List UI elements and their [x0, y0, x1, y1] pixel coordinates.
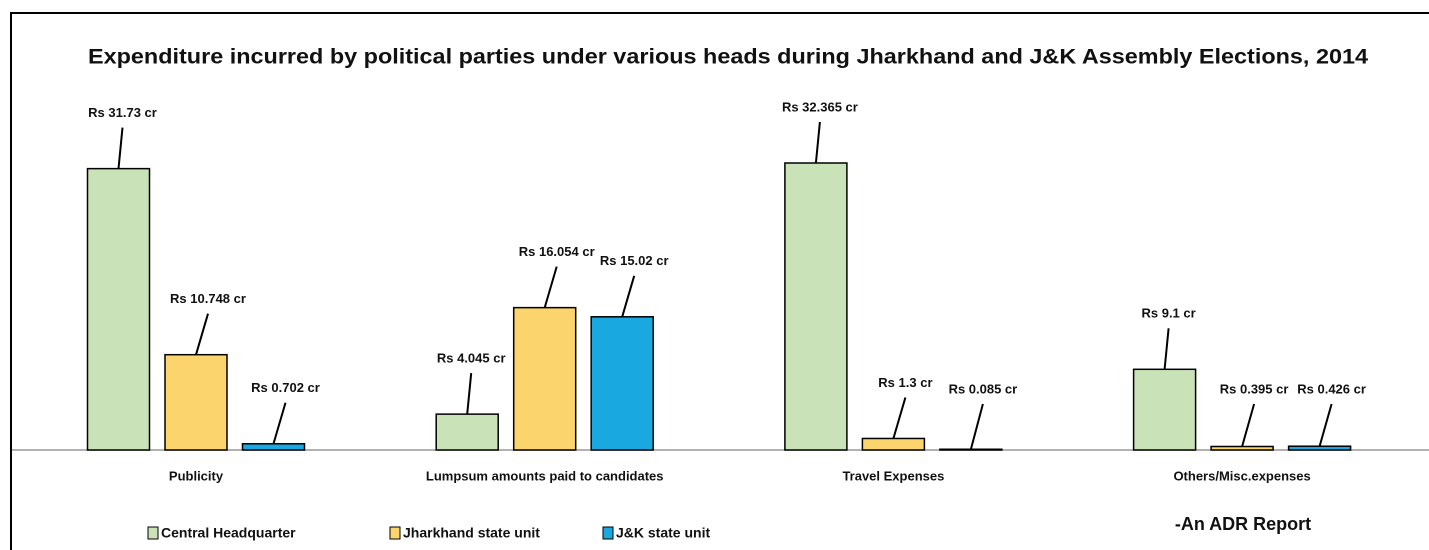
data-label: Rs 32.365 cr	[782, 99, 858, 114]
bar	[164, 353, 228, 451]
bar	[1210, 445, 1274, 451]
leader-line	[466, 373, 473, 415]
bar	[1132, 368, 1197, 451]
data-label: Rs 9.1 cr	[1141, 306, 1195, 321]
leader-line	[1241, 403, 1256, 447]
legend-label: J&K state unit	[616, 525, 710, 541]
leader-line	[814, 121, 821, 164]
leader-line	[1318, 403, 1333, 447]
leader-line	[892, 397, 907, 439]
x-tick-label: Travel Expenses	[842, 468, 944, 483]
bar	[1287, 445, 1352, 451]
legend-label: Jharkhand state unit	[403, 525, 540, 541]
data-label: Rs 10.748 cr	[170, 291, 246, 306]
bar	[939, 448, 1003, 451]
leader-line	[969, 403, 984, 450]
data-label: Rs 16.054 cr	[519, 244, 595, 259]
leader-line	[272, 402, 287, 445]
data-label: Rs 1.3 cr	[878, 375, 932, 390]
legend-swatch	[602, 526, 614, 540]
chart-title: Expenditure incurred by political partie…	[88, 46, 1368, 69]
leader-line	[543, 266, 558, 308]
bar	[435, 413, 499, 451]
leader-line	[1163, 328, 1170, 370]
bar	[784, 162, 848, 451]
bar	[590, 316, 654, 451]
bar	[861, 437, 926, 451]
x-tick-label: Others/Misc.expenses	[1173, 468, 1310, 483]
data-label: Rs 4.045 cr	[437, 351, 506, 366]
chart-frame	[10, 12, 1429, 550]
leader-line	[195, 313, 209, 355]
legend-swatch	[147, 526, 159, 540]
annotation: -An ADR Report	[1175, 514, 1311, 534]
data-label: Rs 15.02 cr	[600, 253, 669, 268]
bar	[86, 167, 151, 451]
x-tick-label: Publicity	[169, 468, 224, 483]
x-tick-label: Lumpsum amounts paid to candidates	[426, 468, 664, 483]
bar	[512, 306, 577, 451]
legend-swatch	[389, 526, 401, 540]
data-label: Rs 0.085 cr	[949, 381, 1018, 396]
data-label: Rs 0.702 cr	[251, 380, 320, 395]
data-label: Rs 0.395 cr	[1220, 381, 1289, 396]
bar	[241, 443, 306, 451]
data-label: Rs 0.426 cr	[1297, 381, 1366, 396]
legend-label: Central Headquarter	[161, 525, 296, 541]
leader-line	[621, 275, 636, 318]
leader-line	[117, 127, 124, 169]
data-label: Rs 31.73 cr	[88, 105, 157, 120]
